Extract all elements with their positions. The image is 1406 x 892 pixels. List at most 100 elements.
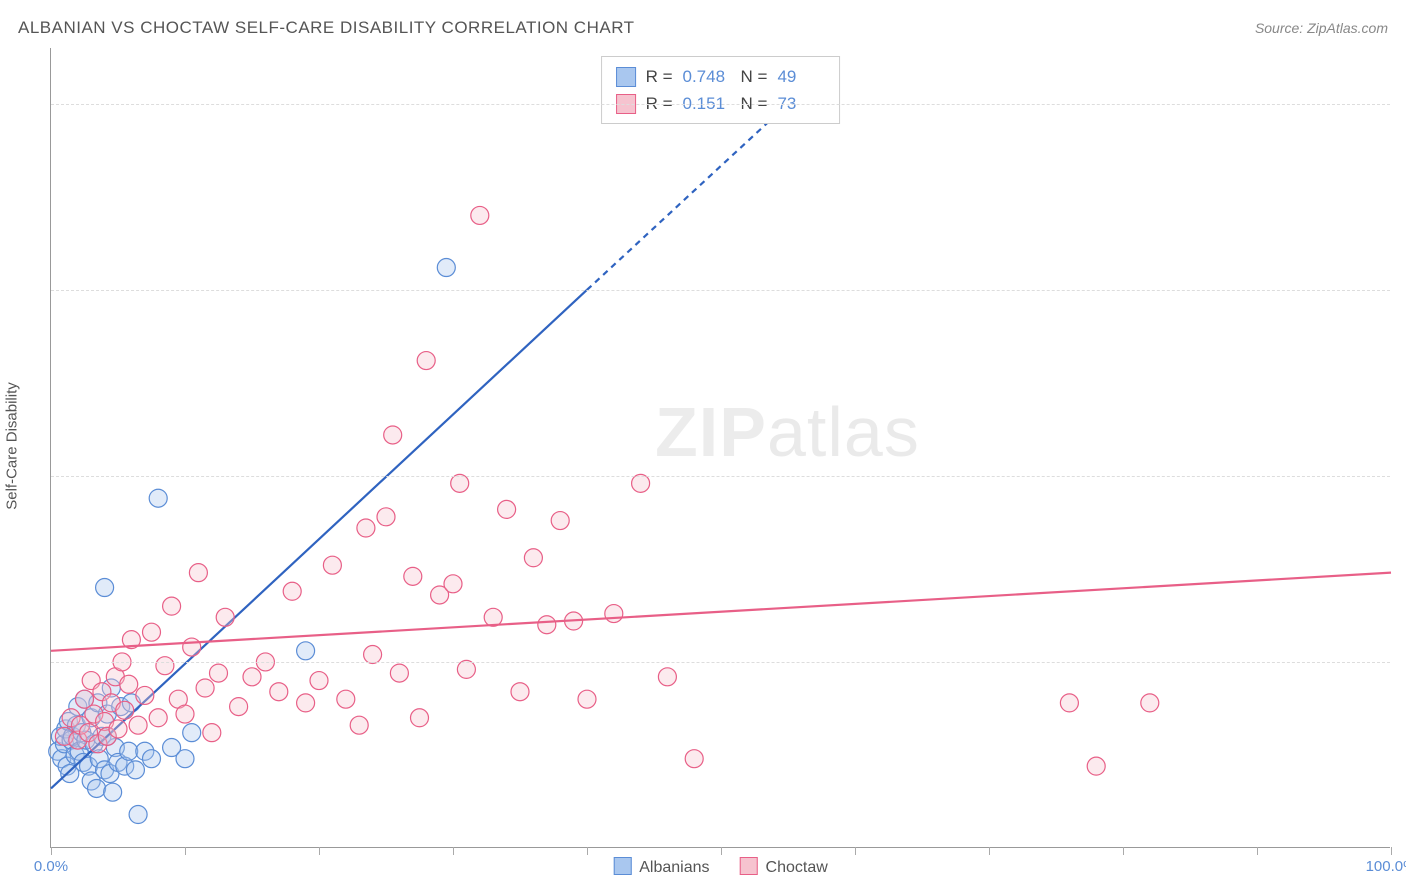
data-point xyxy=(176,750,194,768)
plot-area: ZIPatlas R =0.748N =49R =0.151N =73 Alba… xyxy=(50,48,1390,848)
data-point xyxy=(136,686,154,704)
y-tick-label: 20.0% xyxy=(1395,95,1406,112)
y-tick-label: 10.0% xyxy=(1395,467,1406,484)
gridline-h xyxy=(51,104,1390,105)
data-point xyxy=(323,556,341,574)
legend-item: Albanians xyxy=(613,857,709,877)
data-point xyxy=(216,608,234,626)
data-point xyxy=(498,500,516,518)
x-tick xyxy=(51,847,52,855)
data-point xyxy=(578,690,596,708)
data-point xyxy=(1141,694,1159,712)
data-point xyxy=(88,779,106,797)
data-point xyxy=(270,683,288,701)
data-point xyxy=(605,605,623,623)
stat-r-label: R = xyxy=(646,63,673,90)
data-point xyxy=(310,672,328,690)
gridline-h xyxy=(51,476,1390,477)
data-point xyxy=(129,716,147,734)
x-tick xyxy=(989,847,990,855)
x-tick xyxy=(855,847,856,855)
data-point xyxy=(104,783,122,801)
data-point xyxy=(471,206,489,224)
data-point xyxy=(149,709,167,727)
y-tick-label: 15.0% xyxy=(1395,281,1406,298)
data-point xyxy=(297,642,315,660)
legend-label: Choctaw xyxy=(766,859,828,876)
data-point xyxy=(143,750,161,768)
data-point xyxy=(444,575,462,593)
data-point xyxy=(457,660,475,678)
data-point xyxy=(451,474,469,492)
data-point xyxy=(116,701,134,719)
legend-swatch xyxy=(613,857,631,875)
data-point xyxy=(163,597,181,615)
data-point xyxy=(632,474,650,492)
data-point xyxy=(350,716,368,734)
stats-legend-row: R = 0.748 N = 49 xyxy=(616,63,826,90)
data-point xyxy=(417,352,435,370)
data-point xyxy=(357,519,375,537)
data-point xyxy=(129,806,147,824)
data-point xyxy=(364,646,382,664)
data-point xyxy=(156,657,174,675)
data-point xyxy=(551,512,569,530)
trend-line xyxy=(51,573,1391,651)
x-tick xyxy=(1123,847,1124,855)
data-point xyxy=(538,616,556,634)
source-attribution: Source: ZipAtlas.com xyxy=(1255,20,1388,36)
trend-line-extension xyxy=(587,104,788,290)
stat-r-value: 0.748 xyxy=(683,63,731,90)
data-point xyxy=(109,720,127,738)
source-name: ZipAtlas.com xyxy=(1307,20,1388,36)
x-tick-label: 100.0% xyxy=(1366,858,1406,875)
data-point xyxy=(120,675,138,693)
x-tick xyxy=(453,847,454,855)
legend-swatch xyxy=(740,857,758,875)
data-point xyxy=(1060,694,1078,712)
data-point xyxy=(189,564,207,582)
data-point xyxy=(411,709,429,727)
x-tick xyxy=(721,847,722,855)
data-point xyxy=(437,259,455,277)
x-tick xyxy=(587,847,588,855)
data-point xyxy=(384,426,402,444)
stat-n-label: N = xyxy=(741,63,768,90)
data-point xyxy=(183,638,201,656)
data-point xyxy=(176,705,194,723)
x-tick xyxy=(1257,847,1258,855)
data-point xyxy=(377,508,395,526)
x-tick xyxy=(319,847,320,855)
data-point xyxy=(230,698,248,716)
data-point xyxy=(658,668,676,686)
data-point xyxy=(149,489,167,507)
data-point xyxy=(96,579,114,597)
legend-swatch xyxy=(616,67,636,87)
y-tick-label: 5.0% xyxy=(1395,653,1406,670)
gridline-h xyxy=(51,662,1390,663)
data-point xyxy=(183,724,201,742)
source-prefix: Source: xyxy=(1255,20,1307,36)
data-point xyxy=(283,582,301,600)
legend-item: Choctaw xyxy=(740,857,828,877)
scatter-svg xyxy=(51,48,1390,847)
chart-title: ALBANIAN VS CHOCTAW SELF-CARE DISABILITY… xyxy=(18,18,635,38)
stats-legend: R =0.748N =49R =0.151N =73 xyxy=(601,56,841,124)
x-tick-label: 0.0% xyxy=(34,858,68,875)
data-point xyxy=(524,549,542,567)
data-point xyxy=(1087,757,1105,775)
data-point xyxy=(511,683,529,701)
data-point xyxy=(210,664,228,682)
data-point xyxy=(390,664,408,682)
x-tick xyxy=(1391,847,1392,855)
data-point xyxy=(143,623,161,641)
data-point xyxy=(297,694,315,712)
legend-label: Albanians xyxy=(639,859,709,876)
data-point xyxy=(203,724,221,742)
series-legend: Albanians Choctaw xyxy=(613,857,828,877)
stat-n-value: 49 xyxy=(777,63,825,90)
x-tick xyxy=(185,847,186,855)
data-point xyxy=(243,668,261,686)
data-point xyxy=(196,679,214,697)
gridline-h xyxy=(51,290,1390,291)
